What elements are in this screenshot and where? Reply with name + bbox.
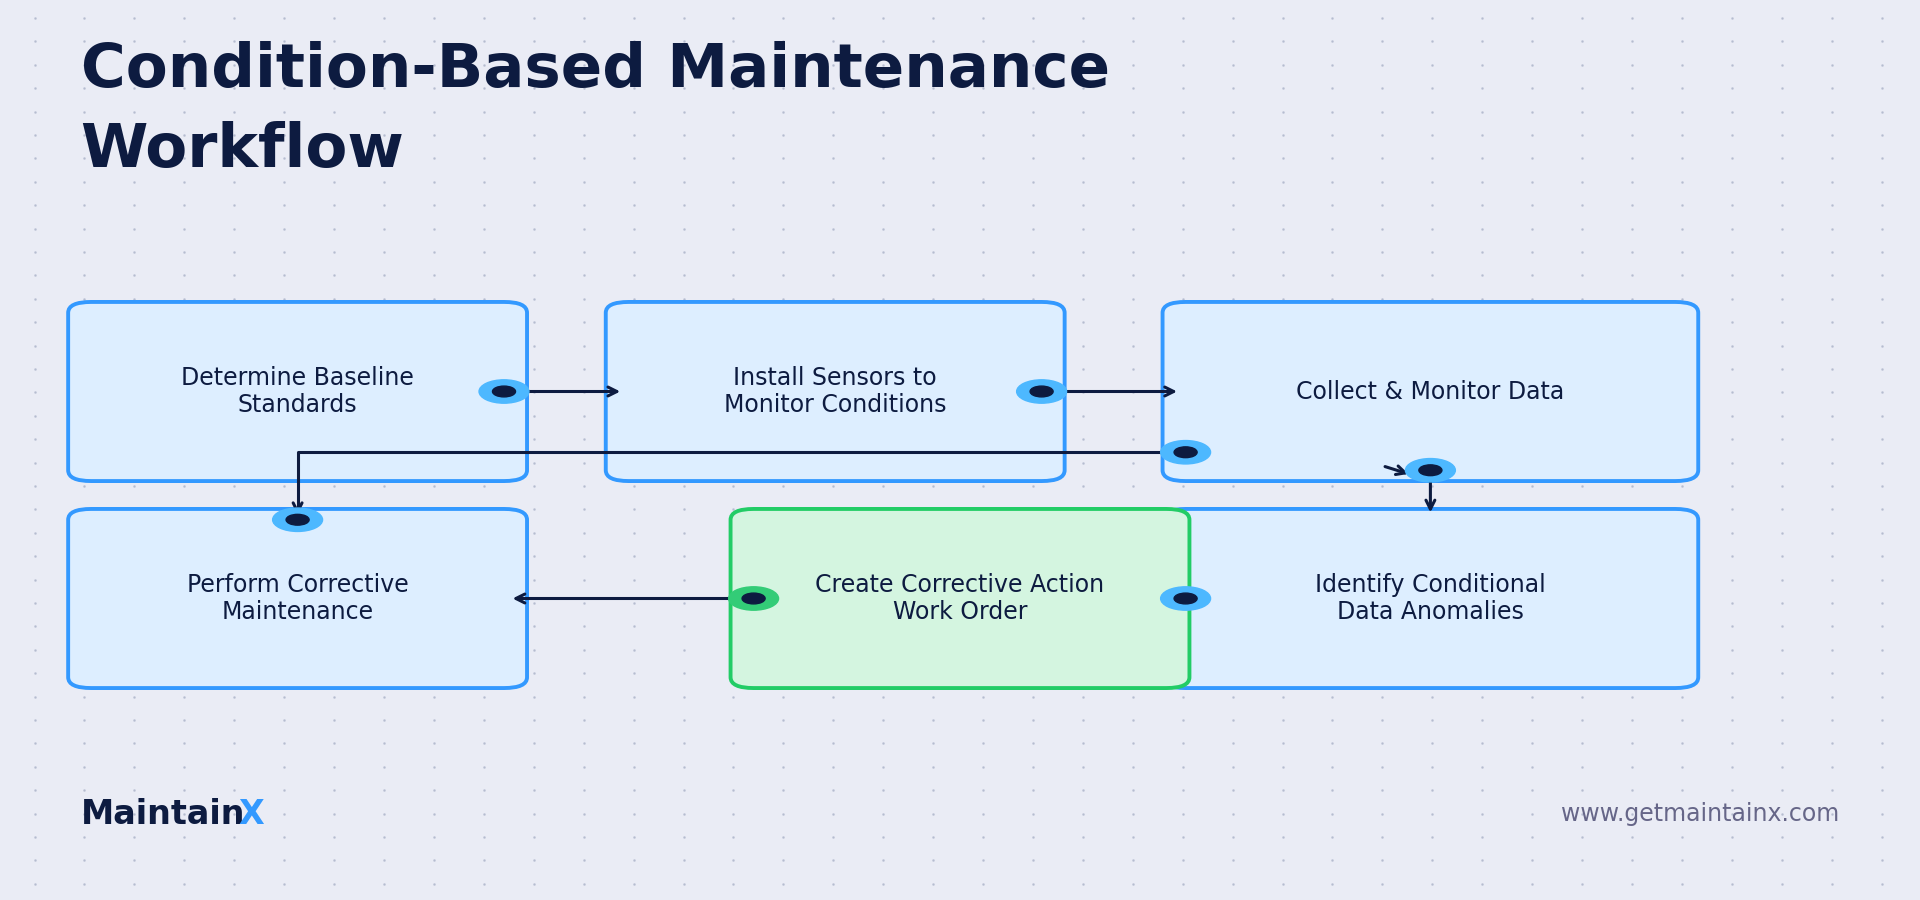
FancyBboxPatch shape <box>1162 509 1697 688</box>
Text: Identify Conditional
Data Anomalies: Identify Conditional Data Anomalies <box>1315 572 1546 625</box>
Circle shape <box>492 386 515 397</box>
FancyBboxPatch shape <box>607 302 1064 482</box>
Circle shape <box>1405 459 1455 482</box>
Circle shape <box>1160 587 1210 610</box>
Text: X: X <box>238 798 263 831</box>
Text: Determine Baseline
Standards: Determine Baseline Standards <box>180 365 415 418</box>
FancyBboxPatch shape <box>730 509 1188 688</box>
Circle shape <box>1018 380 1068 403</box>
Circle shape <box>1173 447 1198 458</box>
Text: Condition-Based Maintenance: Condition-Based Maintenance <box>81 40 1110 100</box>
Text: www.getmaintainx.com: www.getmaintainx.com <box>1561 803 1839 826</box>
Text: Workflow: Workflow <box>81 122 405 181</box>
Circle shape <box>480 380 530 403</box>
Text: Collect & Monitor Data: Collect & Monitor Data <box>1296 380 1565 403</box>
Text: Maintain: Maintain <box>81 798 246 831</box>
Circle shape <box>1160 441 1210 464</box>
Text: Create Corrective Action
Work Order: Create Corrective Action Work Order <box>816 572 1104 625</box>
Text: Perform Corrective
Maintenance: Perform Corrective Maintenance <box>186 572 409 625</box>
FancyBboxPatch shape <box>69 509 526 688</box>
Circle shape <box>730 587 780 610</box>
Circle shape <box>286 515 309 525</box>
Circle shape <box>741 593 764 604</box>
Circle shape <box>273 508 323 531</box>
FancyBboxPatch shape <box>1162 302 1697 482</box>
Circle shape <box>1419 465 1442 475</box>
FancyBboxPatch shape <box>69 302 526 482</box>
Circle shape <box>1173 593 1198 604</box>
Text: Install Sensors to
Monitor Conditions: Install Sensors to Monitor Conditions <box>724 365 947 418</box>
Circle shape <box>1029 386 1052 397</box>
